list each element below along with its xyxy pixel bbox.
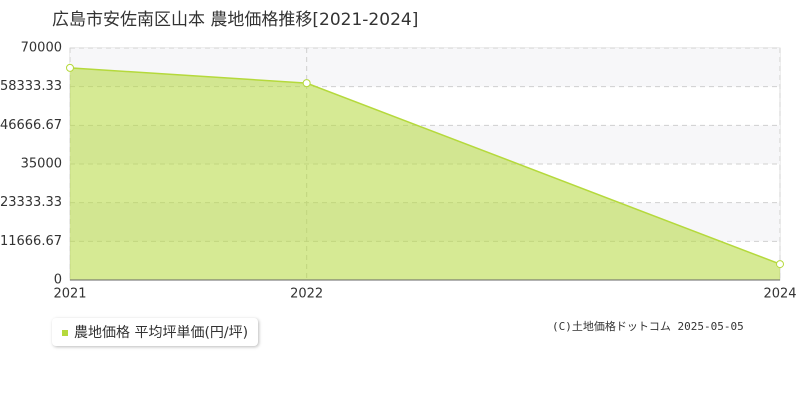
x-tick-label: 2022 [290, 287, 323, 302]
credit: (C)土地価格ドットコム 2025-05-05 [552, 320, 744, 333]
y-tick-label: 11666.67 [0, 234, 62, 249]
y-tick-label: 35000 [21, 157, 62, 172]
x-tick-label: 2024 [763, 287, 796, 302]
y-tick-label: 0 [54, 273, 62, 288]
area [70, 67, 780, 280]
legend-label: 農地価格 平均坪単価(円/坪) [74, 325, 249, 341]
y-tick-label: 23333.33 [0, 195, 62, 210]
chart: 広島市安佐南区山本 農地価格推移[2021-2024] 0 11666.67 233… [0, 10, 797, 302]
legend-swatch [62, 330, 68, 336]
point [302, 79, 311, 88]
chart-title: 広島市安佐南区山本 農地価格推移[2021-2024] [52, 10, 418, 30]
legend: 農地価格 平均坪単価(円/坪) [52, 318, 259, 346]
y-tick-label: 58333.33 [0, 79, 62, 94]
x-tick-label: 2021 [53, 287, 86, 302]
point [776, 260, 784, 269]
y-tick-label: 46666.67 [0, 118, 62, 133]
y-tick-label: 70000 [21, 41, 62, 56]
point [66, 63, 74, 72]
